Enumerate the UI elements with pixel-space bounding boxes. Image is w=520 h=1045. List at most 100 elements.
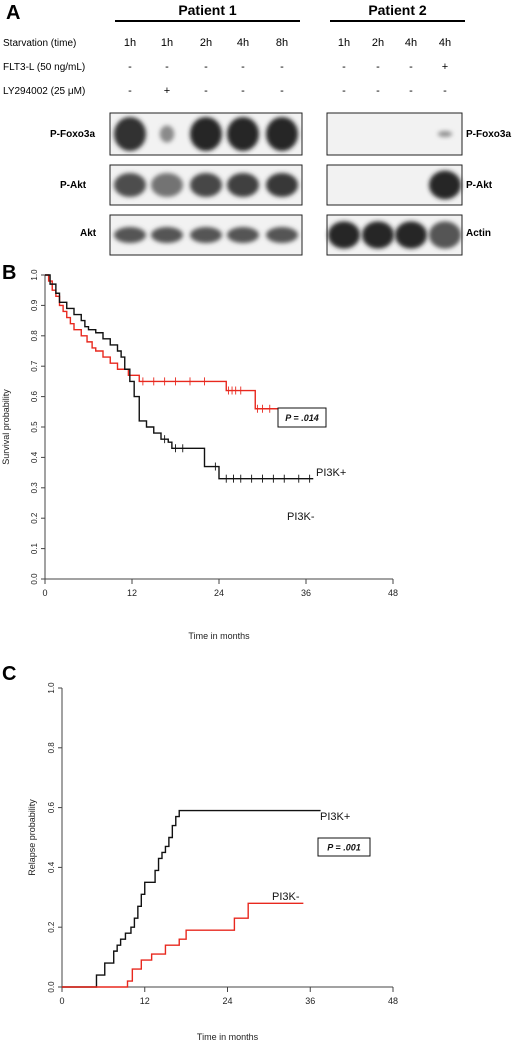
x-axis-label: Time in months bbox=[188, 631, 250, 641]
y-tick-label: 1.0 bbox=[30, 269, 39, 281]
lane-flt3-p1-2: - bbox=[165, 61, 169, 73]
lane-ly-p2-3: - bbox=[409, 85, 413, 97]
blot-band-6-3 bbox=[395, 221, 427, 249]
y-axis-label: Survival probability bbox=[1, 389, 11, 465]
blot-band-1-5 bbox=[266, 117, 298, 151]
y-tick-label: 0.0 bbox=[47, 981, 56, 993]
series-line-first bbox=[45, 274, 314, 410]
blot-band-3-3 bbox=[190, 227, 222, 243]
lane-ly-p1-3: - bbox=[204, 85, 208, 97]
x-tick-label: 24 bbox=[222, 996, 232, 1006]
blot-label-p1-akt: Akt bbox=[80, 228, 97, 239]
x-tick-label: 48 bbox=[388, 588, 398, 598]
blot-band-3-1 bbox=[114, 227, 146, 243]
lane-flt3-p1-3: - bbox=[204, 61, 208, 73]
x-tick-label: 36 bbox=[305, 996, 315, 1006]
western-blot-panel: Patient 1 Patient 2 Starvation (time) FL… bbox=[0, 0, 520, 262]
row-label-flt3: FLT3-L (50 ng/mL) bbox=[3, 62, 86, 73]
lane-ly-p1-2: + bbox=[163, 85, 171, 97]
y-tick-label: 0.4 bbox=[47, 861, 56, 873]
patient2-rule bbox=[330, 20, 465, 22]
y-tick-label: 0.3 bbox=[30, 482, 39, 494]
lane-time-p2-4: 4h bbox=[438, 37, 452, 49]
p-value-text: P = .001 bbox=[327, 843, 360, 853]
series-label: PI3K- bbox=[287, 511, 315, 523]
row-label-starvation: Starvation (time) bbox=[3, 38, 77, 49]
x-tick-label: 36 bbox=[301, 588, 311, 598]
lane-flt3-p1-1: - bbox=[128, 61, 132, 73]
blot-label-p1-pakt: P-Akt bbox=[60, 180, 87, 191]
blot-band-1-2 bbox=[159, 125, 175, 143]
x-tick-label: 12 bbox=[127, 588, 137, 598]
y-tick-label: 0.7 bbox=[30, 360, 39, 372]
panel-letter-b: B bbox=[2, 262, 17, 284]
lane-flt3-p1-5: - bbox=[280, 61, 284, 73]
y-tick-label: 0.8 bbox=[47, 742, 56, 754]
patient1-rule bbox=[115, 20, 300, 22]
blot-label-p2-pakt: P-Akt bbox=[466, 180, 493, 191]
y-tick-label: 0.0 bbox=[30, 573, 39, 585]
y-tick-label: 0.9 bbox=[30, 299, 39, 311]
x-tick-label: 24 bbox=[214, 588, 224, 598]
lane-time-p2-3: 4h bbox=[404, 37, 418, 49]
blot-band-5-4 bbox=[429, 170, 461, 200]
lane-flt3-p2-4: + bbox=[441, 61, 449, 73]
p-value-box bbox=[277, 407, 327, 428]
lane-ly-p1-4: - bbox=[241, 85, 245, 97]
patient2-title: Patient 2 bbox=[368, 2, 427, 18]
lane-flt3-p2-1: - bbox=[342, 61, 346, 73]
y-tick-label: 1.0 bbox=[47, 682, 56, 694]
blot-band-2-1 bbox=[114, 173, 146, 197]
series-label: PI3K+ bbox=[316, 467, 346, 479]
blot-label-p1-pfoxo3a: P-Foxo3a bbox=[50, 129, 96, 140]
x-tick-label: 48 bbox=[388, 996, 398, 1006]
series-label: PI3K- bbox=[272, 891, 300, 903]
lane-time-p1-1: 1h bbox=[123, 37, 137, 49]
x-tick-label: 0 bbox=[59, 996, 64, 1006]
lane-time-p1-3: 2h bbox=[199, 37, 213, 49]
x-axis-label: Time in months bbox=[197, 1032, 259, 1042]
x-tick-label: 12 bbox=[140, 996, 150, 1006]
lane-ly-p2-1: - bbox=[342, 85, 346, 97]
blot-band-3-5 bbox=[266, 227, 298, 243]
y-tick-label: 0.2 bbox=[30, 512, 39, 524]
lane-flt3-p2-3: - bbox=[409, 61, 413, 73]
blot-label-p2-actin: Actin bbox=[466, 228, 491, 239]
blot-band-2-3 bbox=[190, 173, 222, 197]
y-tick-label: 0.1 bbox=[30, 542, 39, 554]
lane-flt3-p1-4: - bbox=[241, 61, 245, 73]
blot-band-1-3 bbox=[190, 117, 222, 151]
y-tick-label: 0.8 bbox=[30, 330, 39, 342]
lane-time-p2-1: 1h bbox=[337, 37, 351, 49]
panel-letter-a: A bbox=[6, 2, 21, 24]
lane-ly-p2-2: - bbox=[376, 85, 380, 97]
lane-time-p2-2: 2h bbox=[371, 37, 385, 49]
x-tick-label: 0 bbox=[42, 588, 47, 598]
series-line-second bbox=[45, 274, 314, 480]
blot-band-6-2 bbox=[362, 221, 394, 249]
lane-ly-p1-5: - bbox=[280, 85, 284, 97]
y-tick-label: 0.5 bbox=[30, 421, 39, 433]
lane-time-p1-5: 8h bbox=[275, 37, 289, 49]
relapse-chart: 0 12 24 36 48 0.0 0.2 0.4 0.6 0.8 1.0 Time in month… bbox=[27, 682, 398, 1042]
p-value-text: P = .014 bbox=[285, 413, 318, 423]
blot-band-2-4 bbox=[227, 173, 259, 197]
blot-band-1-4 bbox=[227, 117, 259, 151]
blot-band-3-4 bbox=[227, 227, 259, 243]
blot-band-2-5 bbox=[266, 173, 298, 197]
y-tick-label: 0.6 bbox=[30, 390, 39, 402]
y-axis-label: Relapse probability bbox=[27, 799, 37, 876]
lane-time-p1-4: 4h bbox=[236, 37, 250, 49]
blot-images bbox=[109, 112, 463, 256]
blot-band-6-1 bbox=[328, 221, 360, 249]
row-label-ly294002: LY294002 (25 μM) bbox=[3, 86, 86, 97]
blot-band-3-2 bbox=[151, 227, 183, 243]
blot-band-2-2 bbox=[151, 173, 183, 197]
series-label: PI3K+ bbox=[320, 811, 350, 823]
survival-chart: 0 12 24 36 48 0.0 0.1 0.2 0.3 0.4 0.5 0.6 0.7 0.8 0.9 1… bbox=[1, 269, 398, 641]
y-tick-label: 0.2 bbox=[47, 921, 56, 933]
series-line-first bbox=[62, 809, 321, 988]
lane-ly-p2-4: - bbox=[443, 85, 447, 97]
blot-band-4-4 bbox=[437, 131, 453, 137]
blot-band-6-4 bbox=[429, 221, 461, 249]
